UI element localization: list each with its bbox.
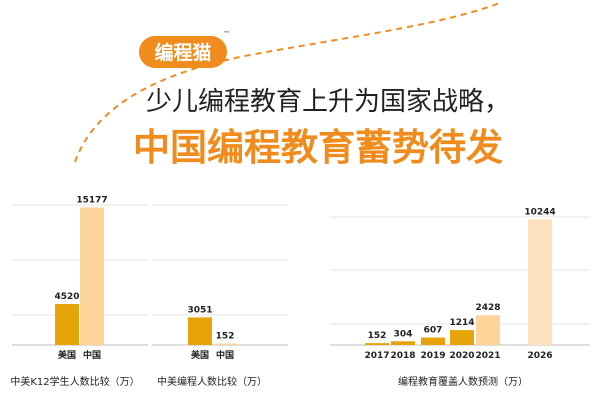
value-label: 4520 (54, 292, 79, 302)
banner: 编程猫 ™ 少儿编程教育上升为国家战略， 中国编程教育蓄势待发 (74, 2, 510, 169)
bars (188, 317, 237, 345)
category-label: 2019 (420, 351, 445, 361)
category-labels: 美国 中国 (191, 349, 234, 361)
chart-title: 中美K12学生人数比较（万） (10, 375, 139, 388)
category-label: 2017 (364, 351, 389, 361)
value-label: 15177 (76, 195, 107, 205)
value-label: 304 (394, 329, 413, 339)
bar-2019 (421, 337, 445, 345)
bar-2026 (528, 219, 552, 345)
chart-title: 中美编程人数比较（万） (157, 375, 267, 388)
bar-美国 (188, 317, 212, 345)
value-label: 3051 (187, 305, 212, 315)
bar-2018 (391, 341, 415, 345)
headline-line1: 少儿编程教育上升为国家战略， (146, 87, 510, 117)
category-labels: 2017 2018 2019 2020 2021 2026 (364, 351, 552, 361)
chart-programming-learners: 3051 152 美国 中国 中美编程人数比较（万） (152, 204, 288, 388)
logo-text: 编程猫 (154, 41, 211, 64)
chart-k12-students: 4520 15177 美国 中国 中美K12学生人数比较（万） (10, 195, 148, 388)
bar-2020 (450, 330, 474, 345)
headline-line2: 中国编程教育蓄势待发 (133, 126, 503, 169)
value-label: 152 (368, 331, 387, 341)
bars (55, 207, 104, 345)
bar-美国 (55, 304, 79, 345)
bar-中国 (80, 207, 104, 345)
value-labels: 3051 152 (187, 305, 234, 341)
brand-logo: 编程猫 ™ (139, 30, 230, 68)
value-label: 607 (424, 326, 443, 336)
category-labels: 美国 中国 (58, 349, 101, 361)
gridlines (152, 204, 288, 346)
category-label: 美国 (58, 349, 76, 361)
category-label: 美国 (191, 349, 209, 361)
bar-2021 (476, 315, 500, 345)
category-label: 2018 (390, 351, 415, 361)
value-label: 2428 (475, 303, 500, 313)
chart-title: 编程教育覆盖人数预测（万） (398, 375, 528, 388)
bar-2017 (365, 343, 389, 345)
bar-中国 (213, 343, 237, 345)
value-label: 10244 (524, 207, 555, 217)
value-label: 1214 (449, 318, 474, 328)
value-label: 152 (216, 332, 235, 342)
category-label: 中国 (216, 349, 234, 361)
category-label: 中国 (83, 349, 101, 361)
decorative-dashed-curve (74, 2, 501, 163)
category-label: 2021 (475, 351, 500, 361)
trademark-mark: ™ (223, 30, 230, 38)
value-labels: 4520 15177 (54, 195, 107, 302)
bars (365, 219, 552, 345)
category-label: 2026 (527, 351, 552, 361)
category-label: 2020 (449, 351, 474, 361)
